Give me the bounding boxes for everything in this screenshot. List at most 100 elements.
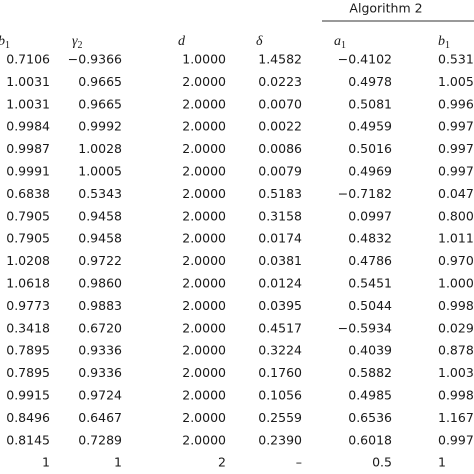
cell: 0.997 — [438, 141, 474, 156]
cell: 2.0000 — [182, 74, 226, 89]
column-header: b1 — [0, 34, 10, 51]
cell: 0.6536 — [348, 410, 392, 425]
cell: 1.0208 — [6, 253, 50, 268]
cell: 2.0000 — [182, 231, 226, 246]
cell: 0.9336 — [78, 365, 122, 380]
cell: 0.7895 — [6, 365, 50, 380]
cell: 0.5 — [372, 455, 392, 470]
cell: 0.0022 — [258, 119, 302, 134]
cell: −0.7182 — [338, 186, 392, 201]
cell: 1.003 — [438, 365, 474, 380]
cell: 2.0000 — [182, 298, 226, 313]
cell: 2.0000 — [182, 186, 226, 201]
cell: 1.0031 — [6, 96, 50, 111]
cell: 0.997 — [438, 164, 474, 179]
cell: 2.0000 — [182, 164, 226, 179]
cell: −0.4102 — [338, 52, 392, 67]
cell: 2.0000 — [182, 410, 226, 425]
cell: 0.2559 — [258, 410, 302, 425]
cell: 0.997 — [438, 432, 474, 447]
cell: 0.6838 — [6, 186, 50, 201]
cell: 0.5343 — [78, 186, 122, 201]
group-header: Algorithm 2 — [349, 1, 422, 16]
cell: 0.0223 — [258, 74, 302, 89]
cell: 0.4786 — [348, 253, 392, 268]
cell: 1.0005 — [78, 164, 122, 179]
cell: 0.9722 — [78, 253, 122, 268]
cell: 0.047 — [438, 186, 474, 201]
cell: 0.4039 — [348, 343, 392, 358]
cell: 0.7106 — [6, 52, 50, 67]
cell: 0.9458 — [78, 208, 122, 223]
cell: 1.011 — [438, 231, 474, 246]
cell: 0.4985 — [348, 388, 392, 403]
column-header: d — [178, 34, 186, 49]
cell: 0.3418 — [6, 320, 50, 335]
cell: 0.4959 — [348, 119, 392, 134]
cell: 0.5882 — [348, 365, 392, 380]
cell: −0.9366 — [68, 52, 122, 67]
cell: 0.029 — [438, 320, 474, 335]
cell: 2.0000 — [182, 365, 226, 380]
cell: 0.4832 — [348, 231, 392, 246]
cell: 0.5183 — [258, 186, 302, 201]
cell: 0.8145 — [6, 432, 50, 447]
column-header: δ — [256, 34, 263, 49]
column-subscript: 1 — [445, 40, 450, 51]
cell: 2.0000 — [182, 253, 226, 268]
column-header: b1 — [438, 34, 450, 51]
cell: 0.5016 — [348, 141, 392, 156]
cell: 0.0086 — [258, 141, 302, 156]
cell: 2.0000 — [182, 432, 226, 447]
column-symbol: δ — [256, 34, 263, 49]
cell: 2 — [218, 455, 226, 470]
cell: 0.4517 — [258, 320, 302, 335]
cell: 0.970 — [438, 253, 474, 268]
column-symbol: b — [438, 34, 445, 49]
cell: 0.3158 — [258, 208, 302, 223]
cell: 0.9724 — [78, 388, 122, 403]
cell: 0.5044 — [348, 298, 392, 313]
cell: 0.7289 — [78, 432, 122, 447]
cell: 0.9987 — [6, 141, 50, 156]
cell: −0.5934 — [338, 320, 392, 335]
cell: 0.5451 — [348, 276, 392, 291]
cell: 0.0124 — [258, 276, 302, 291]
cell: 0.0997 — [348, 208, 392, 223]
cell: 1.4582 — [258, 52, 302, 67]
cell: 0.531 — [438, 52, 474, 67]
column-symbol: d — [178, 34, 186, 49]
cell: 0.6467 — [78, 410, 122, 425]
cell: 0.9860 — [78, 276, 122, 291]
cell: 1 — [114, 455, 122, 470]
cell: 2.0000 — [182, 320, 226, 335]
column-subscript: 2 — [78, 40, 83, 51]
cell: 1.0618 — [6, 276, 50, 291]
cell: 0.9992 — [78, 119, 122, 134]
column-header: a1 — [334, 34, 346, 51]
cell: 0.0395 — [258, 298, 302, 313]
cell: 0.800 — [438, 208, 474, 223]
cell: 0.9458 — [78, 231, 122, 246]
cell: 0.0174 — [258, 231, 302, 246]
cell: 0.9336 — [78, 343, 122, 358]
column-symbol: b — [0, 34, 5, 49]
cell: 0.1056 — [258, 388, 302, 403]
cell: 0.4978 — [348, 74, 392, 89]
cell: 0.998 — [438, 298, 474, 313]
cell: 0.0079 — [258, 164, 302, 179]
cell: 2.0000 — [182, 119, 226, 134]
column-subscript: 1 — [5, 40, 10, 51]
cell: 0.3224 — [258, 343, 302, 358]
cell: 1 — [42, 455, 50, 470]
cell: 2.0000 — [182, 276, 226, 291]
column-symbol: γ — [72, 34, 78, 49]
cell: 1 — [438, 455, 446, 470]
cell: 2.0000 — [182, 96, 226, 111]
cell: 0.4969 — [348, 164, 392, 179]
cell: 0.9883 — [78, 298, 122, 313]
cell: 1.0031 — [6, 74, 50, 89]
cell: 1.0000 — [182, 52, 226, 67]
